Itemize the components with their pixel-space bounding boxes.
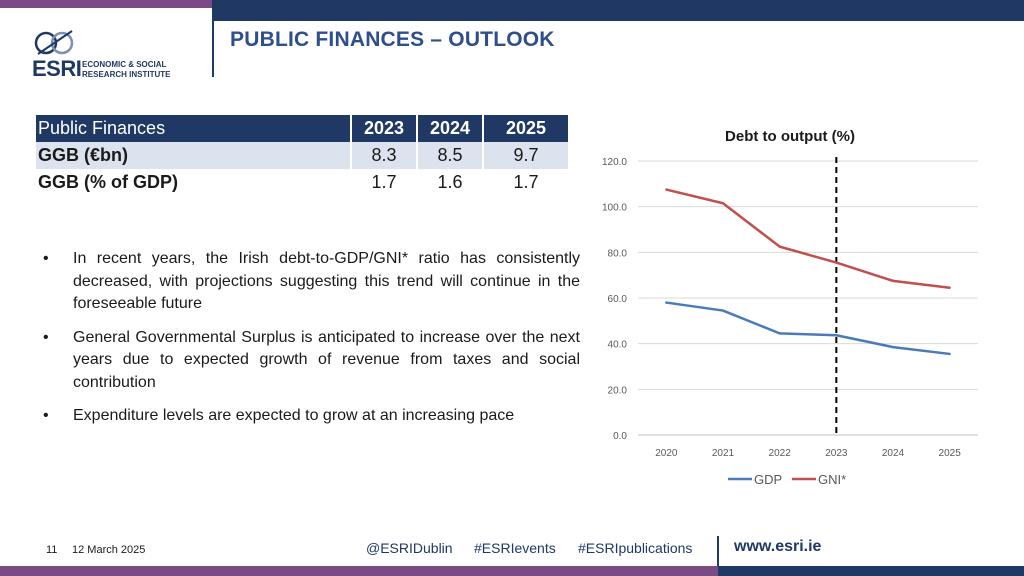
data-point [778, 245, 781, 248]
table-row: GGB (% of GDP) 1.7 1.6 1.7 [36, 169, 568, 196]
footer-navy-bar [718, 566, 1024, 576]
data-point [721, 309, 725, 312]
table-header-cell: 2023 [350, 115, 417, 142]
bullet-icon: • [43, 250, 49, 267]
list-item: • Expenditure levels are expected to grow… [40, 405, 580, 428]
y-tick-label: 120.0 [602, 157, 627, 168]
series-line-gni [666, 188, 950, 289]
x-tick-label: 2025 [939, 448, 962, 459]
bullet-text: In recent years, the Irish debt-to-GDP/G… [73, 250, 580, 312]
table-cell: 8.3 [350, 142, 417, 169]
hashtag-events: #ESRIevents [474, 540, 556, 556]
footer-date: 12 March 2025 [72, 544, 146, 556]
x-tick-label: 2023 [825, 448, 848, 459]
debt-to-output-chart: Debt to output (%) 0.0 20.0 40.0 60.0 80.0 10… [602, 128, 978, 487]
data-point [891, 279, 895, 283]
data-point [835, 261, 838, 264]
legend-label: GNI* [818, 472, 846, 487]
x-tick-label: 2022 [769, 448, 792, 459]
table-cell: 9.7 [482, 142, 568, 169]
table-cell: GGB (% of GDP) [38, 172, 178, 192]
logo-subtitle-line2: RESEARCH INSTITUTE [82, 70, 171, 79]
bullet-text: General Governmental Surplus is anticipa… [73, 328, 580, 391]
logo-subtitle: ECONOMIC & SOCIAL RESEARCH INSTITUTE [82, 60, 170, 80]
y-tick-label: 60.0 [608, 294, 628, 305]
y-tick-label: 80.0 [608, 248, 628, 259]
esri-logo-mark-icon [34, 30, 74, 55]
website-link[interactable]: www.esri.ie [734, 538, 822, 555]
table-cell: 1.7 [482, 169, 568, 196]
chart-legend: GDP GNI* [728, 472, 846, 487]
header-divider [212, 21, 214, 77]
x-tick-label: 2020 [655, 448, 678, 459]
x-tick-label: 2024 [882, 448, 905, 459]
x-tick-label: 2021 [712, 448, 735, 459]
y-tick-label: 40.0 [608, 340, 628, 351]
data-point [778, 332, 781, 335]
data-point [891, 345, 895, 349]
public-finances-table: Public Finances 2023 2024 2025 GGB (€bn)… [36, 115, 568, 196]
y-tick-label: 100.0 [602, 203, 627, 214]
chart-marks [665, 157, 951, 435]
logo-subtitle-line1: ECONOMIC & SOCIAL [82, 60, 167, 69]
table-cell: 8.5 [416, 142, 483, 169]
table-cell: 1.7 [350, 169, 417, 196]
data-point [665, 301, 668, 304]
table-header-row: Public Finances 2023 2024 2025 [36, 115, 568, 142]
table-header-cell: Public Finances [36, 115, 351, 142]
data-point [721, 202, 725, 205]
data-point [665, 188, 668, 191]
table-header-cell: 2025 [482, 115, 568, 142]
table-cell: GGB (€bn) [36, 142, 351, 169]
esri-logo: ESRI ECONOMIC & SOCIAL RESEARCH INSTITUT… [30, 28, 205, 81]
y-tick-label: 20.0 [608, 385, 628, 396]
list-item: • In recent years, the Irish debt-to-GDP/… [40, 248, 580, 316]
footer-accent-bar [0, 566, 1024, 576]
data-point [948, 286, 951, 289]
list-item: • General Governmental Surplus is anticip… [40, 327, 580, 395]
bullet-list: • In recent years, the Irish debt-to-GDP/… [40, 248, 580, 439]
legend-label: GDP [754, 472, 782, 487]
bullet-icon: • [43, 407, 49, 424]
bullet-icon: • [43, 328, 49, 346]
data-point [948, 352, 951, 356]
top-header-bar [212, 0, 1024, 21]
series-line-gdp [666, 301, 950, 356]
table-header-cell: 2024 [416, 115, 483, 142]
twitter-handle: @ESRIDublin [366, 540, 453, 556]
footer-divider [717, 536, 719, 566]
y-tick-label: 0.0 [613, 431, 627, 442]
table-row: GGB (€bn) 8.3 8.5 9.7 [36, 142, 568, 169]
table-cell: 1.6 [416, 169, 483, 196]
bullet-text: Expenditure levels are expected to grow … [73, 407, 515, 424]
top-accent-bar [0, 0, 212, 8]
page-number: 11 [46, 544, 58, 556]
data-point [835, 334, 838, 337]
page-title: PUBLIC FINANCES – OUTLOOK [230, 28, 555, 51]
hashtag-publications: #ESRIpublications [578, 540, 693, 556]
chart-title: Debt to output (%) [725, 128, 855, 145]
logo-acronym: ESRI [32, 56, 82, 81]
chart-gridlines: 0.0 20.0 40.0 60.0 80.0 100.0 120.0 2020 2021 202… [602, 157, 978, 459]
